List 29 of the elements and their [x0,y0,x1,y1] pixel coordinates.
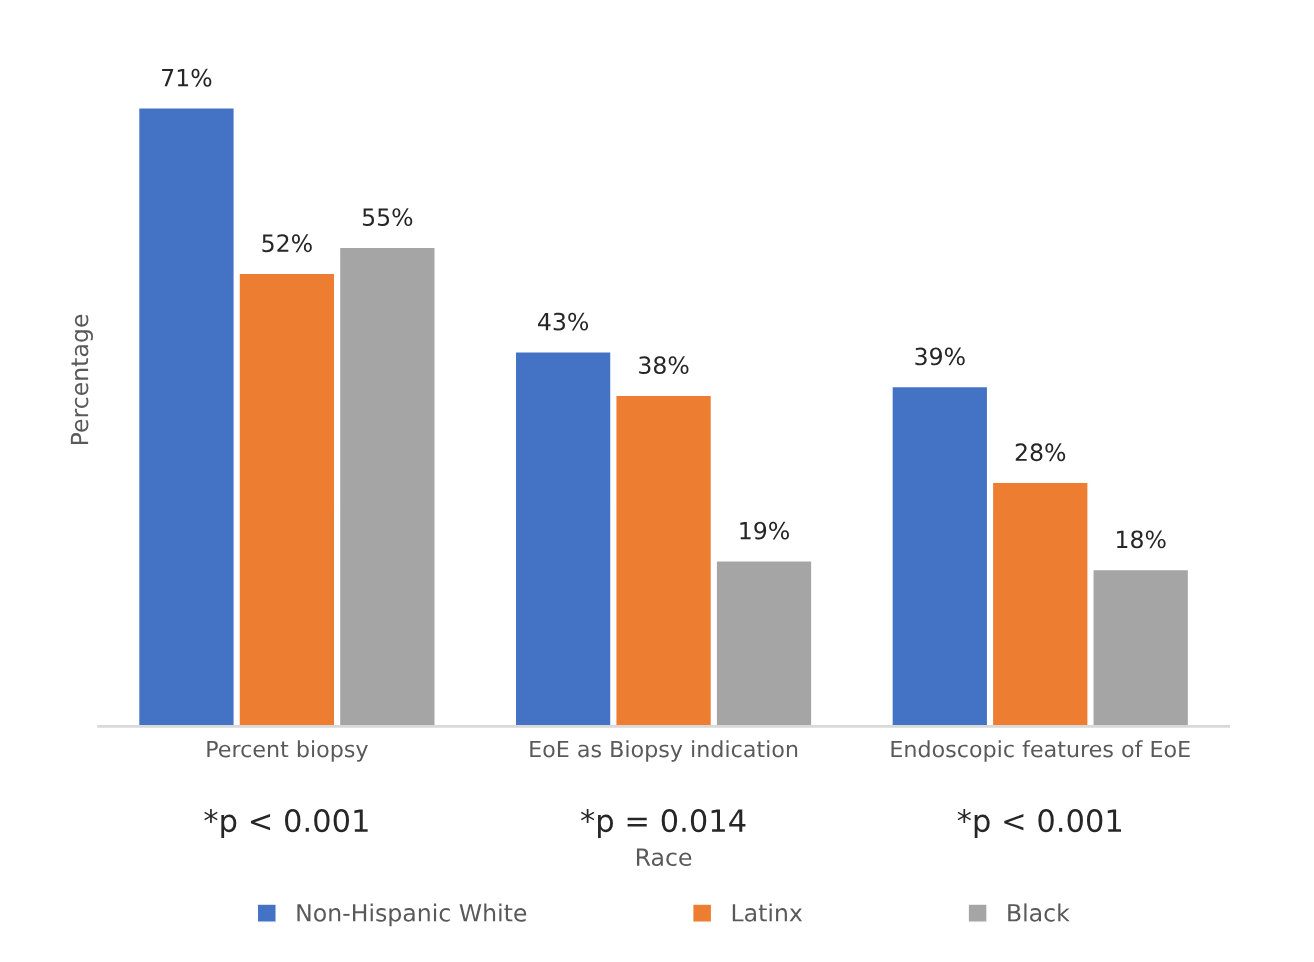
data-label: 28% [1015,443,1066,462]
bar [137,107,235,727]
legend-label: Non-Hispanic White [297,903,527,927]
legend-label: Latinx [732,903,803,922]
bar [991,481,1089,727]
bar [338,246,436,727]
data-label: 39% [915,347,965,366]
bar [715,560,813,727]
legend-label: Black [1008,903,1070,922]
x-tick-label: Percent biopsy [207,740,368,762]
text: *p = 0.014 [580,809,746,839]
text: *p < 0.001 [957,809,1122,839]
data-label: 43% [538,312,589,331]
bar [615,394,713,727]
bar [1092,568,1190,727]
data-label: 18% [1117,530,1166,549]
data-label: 71% [162,68,212,87]
data-label: 38% [639,356,689,375]
y-axis-title: Percentage [70,314,93,445]
data-label: 52% [262,234,312,253]
x-tick-label: Endoscopic features of EoE [891,740,1190,762]
bar [514,351,612,727]
data-label: 55% [362,208,413,226]
x-tick-label: EoE as Biopsy indication [530,740,798,762]
x-axis-title: Race [636,848,692,867]
data-label: 19% [740,521,789,540]
bar [238,272,336,727]
text: *p < 0.001 [204,809,368,839]
bar [891,385,989,727]
